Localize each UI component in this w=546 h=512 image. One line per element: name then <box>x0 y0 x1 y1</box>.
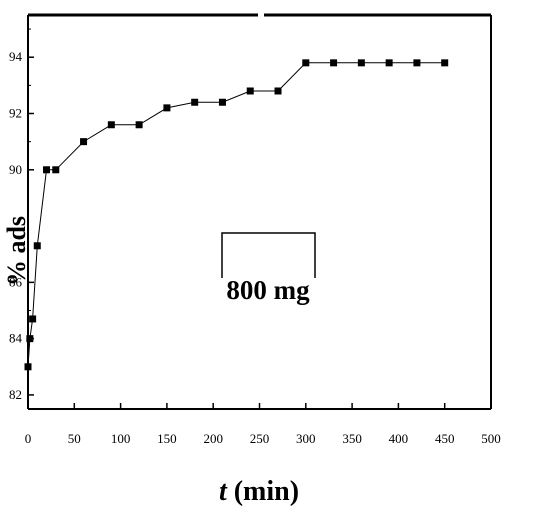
x-tick-label: 0 <box>25 431 32 446</box>
x-tick-label: 50 <box>68 431 81 446</box>
legend: 800 mg <box>221 232 316 305</box>
x-tick-label: 150 <box>157 431 177 446</box>
series-layer <box>24 59 449 371</box>
data-point <box>163 104 171 112</box>
data-point <box>135 121 143 129</box>
legend-bracket <box>221 232 316 278</box>
y-tick-label: 94 <box>9 49 23 64</box>
data-point <box>441 59 449 67</box>
data-point <box>302 59 310 67</box>
data-point <box>246 87 254 95</box>
y-tick-label: 86 <box>9 274 23 289</box>
x-tick-label: 250 <box>250 431 270 446</box>
data-point <box>24 363 32 371</box>
labels: 0 50 100 150 200 250 300 350 400 450 500 82 84 86 90 92… <box>2 49 501 507</box>
x-tick-label: 350 <box>342 431 362 446</box>
x-tick-label: 200 <box>203 431 223 446</box>
x-tick-label: 300 <box>296 431 316 446</box>
x-axis-title-unit: (min) <box>227 476 299 507</box>
x-axis-title: t (min) <box>219 476 299 507</box>
axes <box>27 13 492 410</box>
data-point <box>33 242 41 250</box>
data-point <box>191 98 199 106</box>
data-point <box>357 59 365 67</box>
y-tick-label: 90 <box>9 162 22 177</box>
y-tick-label: 92 <box>9 106 22 121</box>
data-point <box>107 121 115 129</box>
data-point <box>26 335 34 343</box>
data-point <box>413 59 421 67</box>
data-point <box>218 98 226 106</box>
data-point <box>52 166 60 174</box>
data-point <box>43 166 51 174</box>
x-tick-label: 100 <box>111 431 131 446</box>
x-tick-label: 450 <box>435 431 455 446</box>
data-point <box>80 138 88 146</box>
data-point <box>385 59 393 67</box>
data-point <box>330 59 338 67</box>
data-point <box>274 87 282 95</box>
legend-label: 800 mg <box>226 275 310 305</box>
y-tick-label: 84 <box>9 331 23 346</box>
y-axis-title: % ads <box>2 216 31 286</box>
x-axis-title-variable: t <box>219 476 228 507</box>
y-tick-label: 82 <box>9 387 22 402</box>
data-point <box>29 315 37 323</box>
x-tick-label: 500 <box>481 431 501 446</box>
x-tick-label: 400 <box>389 431 409 446</box>
series-line <box>27 62 445 367</box>
